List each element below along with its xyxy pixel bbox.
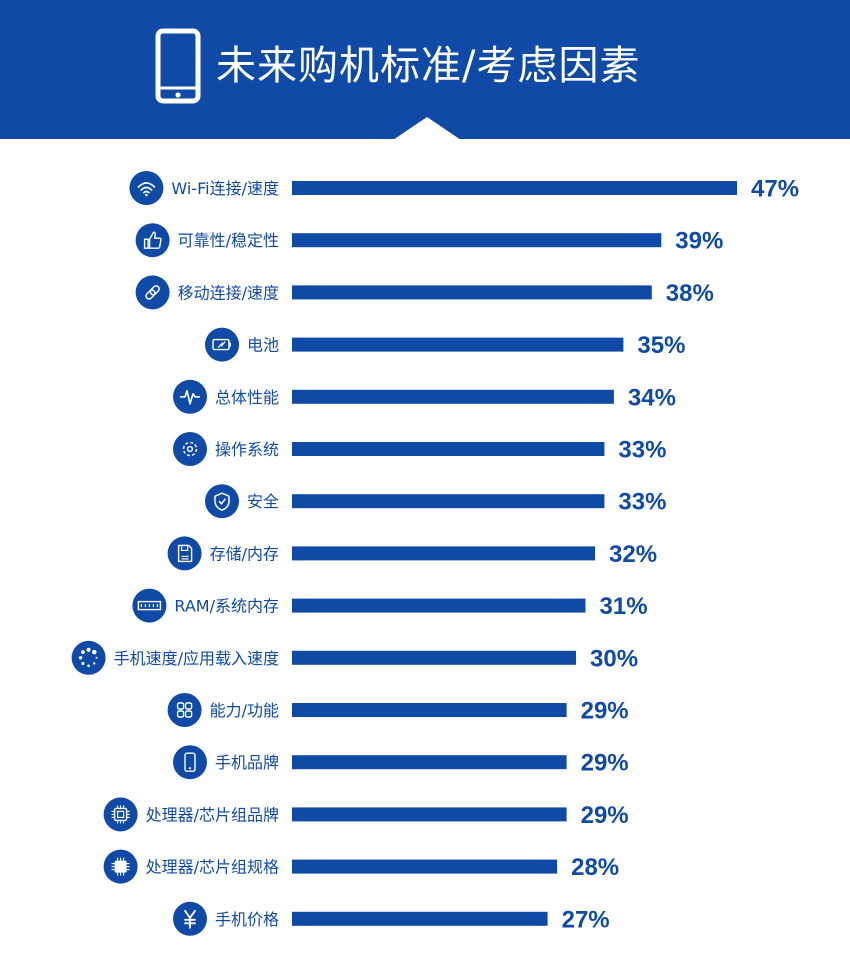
value-label: 39% — [675, 228, 723, 255]
chart-row: 33% 安全 — [205, 484, 666, 519]
bar — [292, 181, 737, 195]
bar — [292, 650, 576, 665]
bar — [292, 911, 548, 926]
value-label: 31% — [600, 593, 648, 620]
shield-check-icon — [205, 484, 239, 519]
chart-row: 29% 手机品牌 — [173, 745, 629, 780]
category-label: 手机品牌 — [215, 753, 279, 772]
chart-row: 34% 总体性能 — [173, 379, 676, 414]
chart-row: 47% Wi-Fi连接/速度 — [129, 171, 799, 205]
chart-row: 29% 能力/功能 — [167, 693, 629, 727]
grid-apps-icon — [167, 693, 202, 727]
category-label: Wi-Fi连接/速度 — [171, 179, 279, 198]
value-label: 29% — [581, 750, 629, 777]
category-label: 电池 — [247, 336, 279, 355]
bar — [292, 337, 624, 352]
memory-module-icon — [132, 588, 167, 623]
wifi-icon — [129, 171, 164, 205]
category-label: 手机价格 — [215, 910, 279, 929]
category-label: 处理器/芯片组品牌 — [146, 805, 279, 824]
value-label: 27% — [562, 906, 610, 933]
page-title: 未来购机标准/考虑因素 — [216, 43, 641, 89]
chart-row: 39% 可靠性/稳定性 — [135, 223, 723, 258]
value-label: 38% — [666, 280, 714, 307]
floppy-disk-icon — [167, 536, 202, 571]
value-label: 33% — [618, 437, 666, 464]
link-icon — [135, 275, 170, 310]
bar — [292, 233, 662, 248]
value-label: 32% — [609, 541, 657, 568]
bar — [292, 546, 595, 561]
value-label: 30% — [590, 645, 638, 672]
value-label: 33% — [618, 489, 666, 516]
bar — [292, 285, 652, 300]
category-label: 安全 — [247, 492, 279, 511]
bar — [292, 389, 614, 404]
category-label: 移动连接/速度 — [178, 283, 279, 302]
pulse-icon — [173, 379, 207, 414]
chart-row: 30% 手机速度/应用载入速度 — [71, 640, 638, 675]
gear-icon — [173, 432, 207, 466]
chart-row: 27% 手机价格 — [173, 901, 610, 936]
smartphone-icon — [155, 28, 201, 104]
chart-row: 31% RAM/系统内存 — [132, 588, 648, 623]
bar — [292, 494, 605, 509]
cpu-chip-icon — [103, 797, 138, 832]
thumbs-up-icon — [135, 223, 170, 258]
value-label: 28% — [571, 854, 619, 881]
chart-row: 29% 处理器/芯片组品牌 — [103, 797, 629, 832]
value-label: 35% — [637, 332, 685, 359]
category-label: 处理器/芯片组规格 — [146, 858, 279, 877]
category-label: 存储/内存 — [210, 544, 279, 563]
category-label: 可靠性/稳定性 — [178, 231, 279, 250]
bar — [292, 859, 558, 874]
bar — [292, 703, 567, 717]
chart-row: 28% 处理器/芯片组规格 — [103, 849, 619, 884]
bar — [292, 598, 586, 613]
category-label: RAM/系统内存 — [174, 597, 279, 616]
chart-row: 32% 存储/内存 — [167, 536, 657, 571]
chart-row: 38% 移动连接/速度 — [135, 275, 714, 310]
header-banner: 未来购机标准/考虑因素 — [0, 0, 850, 140]
value-label: 34% — [628, 384, 676, 411]
category-label: 总体性能 — [215, 388, 279, 407]
bar — [292, 755, 567, 770]
smartphone-icon — [173, 745, 207, 780]
bar — [292, 807, 567, 822]
category-label: 手机速度/应用载入速度 — [114, 649, 279, 668]
category-label: 能力/功能 — [210, 701, 279, 720]
value-label: 29% — [581, 802, 629, 829]
cpu-chip-filled-icon — [103, 849, 138, 884]
value-label: 47% — [751, 176, 799, 203]
value-label: 29% — [581, 698, 629, 725]
chart-row: 35% 电池 — [205, 327, 685, 362]
yen-icon — [173, 901, 207, 936]
bar — [292, 442, 605, 456]
category-label: 操作系统 — [215, 440, 279, 459]
battery-icon — [205, 327, 239, 362]
header-notch — [393, 117, 461, 140]
loading-dots-icon — [71, 640, 106, 675]
chart-row: 33% 操作系统 — [173, 432, 666, 466]
